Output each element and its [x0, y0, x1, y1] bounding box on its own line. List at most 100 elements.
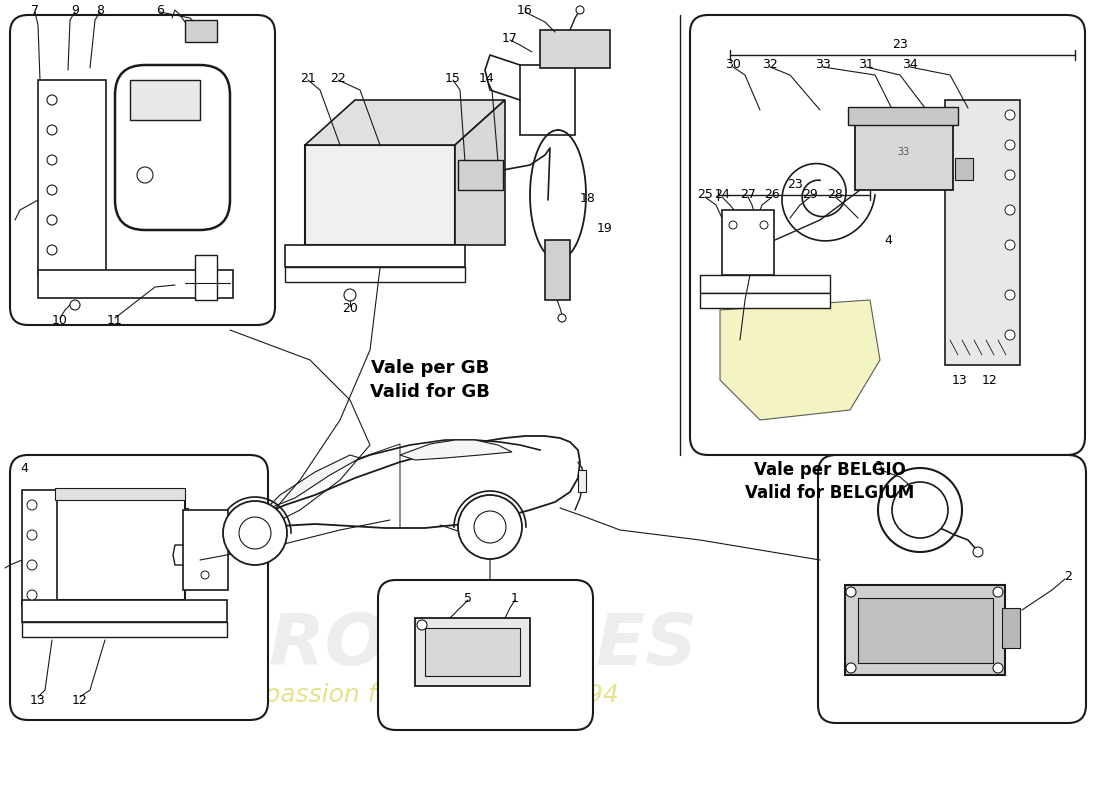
- FancyBboxPatch shape: [10, 15, 275, 325]
- Bar: [520, 65, 575, 135]
- Text: 26: 26: [764, 189, 780, 202]
- Text: 29: 29: [802, 189, 818, 202]
- Circle shape: [1005, 110, 1015, 120]
- Circle shape: [47, 245, 57, 255]
- Bar: [848, 107, 958, 125]
- Circle shape: [729, 221, 737, 229]
- Circle shape: [47, 185, 57, 195]
- Text: 3: 3: [874, 461, 882, 474]
- Bar: [578, 470, 586, 492]
- Text: 31: 31: [858, 58, 873, 71]
- Polygon shape: [265, 455, 360, 510]
- Circle shape: [223, 501, 287, 565]
- Bar: [170, 508, 188, 523]
- Bar: [425, 628, 520, 676]
- Text: 28: 28: [827, 189, 843, 202]
- Circle shape: [1005, 290, 1015, 300]
- Circle shape: [28, 530, 37, 540]
- Bar: [1002, 608, 1020, 648]
- Bar: [855, 115, 953, 190]
- Text: 23: 23: [788, 178, 803, 191]
- Circle shape: [1005, 140, 1015, 150]
- Bar: [845, 585, 1005, 675]
- Polygon shape: [305, 100, 505, 145]
- Circle shape: [993, 663, 1003, 673]
- Circle shape: [344, 289, 356, 301]
- Text: 19: 19: [597, 222, 613, 234]
- Circle shape: [892, 482, 948, 538]
- Text: 10: 10: [52, 314, 68, 326]
- Circle shape: [558, 314, 566, 322]
- Bar: [858, 598, 993, 663]
- Text: 8: 8: [96, 3, 104, 17]
- Text: 9: 9: [72, 3, 79, 17]
- Circle shape: [878, 468, 962, 552]
- Text: Valid for GB: Valid for GB: [370, 383, 490, 401]
- Text: 32: 32: [762, 58, 778, 71]
- Bar: [22, 600, 227, 622]
- Bar: [285, 267, 465, 282]
- Text: 18: 18: [580, 191, 596, 205]
- Text: a passion for parts since 1994: a passion for parts since 1994: [241, 683, 619, 707]
- Polygon shape: [455, 100, 505, 245]
- Text: 27: 27: [740, 189, 756, 202]
- Text: 24: 24: [714, 189, 730, 202]
- Bar: [700, 293, 830, 308]
- Bar: [544, 240, 570, 300]
- Polygon shape: [538, 138, 578, 252]
- Polygon shape: [400, 440, 512, 460]
- Text: 34: 34: [902, 58, 917, 71]
- Text: 33: 33: [896, 147, 909, 157]
- Text: Valid for BELGIUM: Valid for BELGIUM: [746, 484, 914, 502]
- Text: Vale per BELGIO: Vale per BELGIO: [755, 461, 906, 479]
- Circle shape: [28, 590, 37, 600]
- Text: 33: 33: [815, 58, 830, 71]
- FancyBboxPatch shape: [690, 15, 1085, 455]
- FancyBboxPatch shape: [818, 455, 1086, 723]
- Circle shape: [846, 663, 856, 673]
- Circle shape: [974, 547, 983, 557]
- Text: 15: 15: [446, 71, 461, 85]
- Text: 14: 14: [480, 71, 495, 85]
- Text: 16: 16: [517, 3, 532, 17]
- Circle shape: [47, 95, 57, 105]
- Bar: [285, 245, 465, 267]
- Text: 6: 6: [156, 3, 164, 17]
- Circle shape: [1005, 240, 1015, 250]
- Circle shape: [28, 560, 37, 570]
- Text: Vale per GB: Vale per GB: [371, 359, 490, 377]
- Text: 11: 11: [107, 314, 123, 326]
- Circle shape: [47, 125, 57, 135]
- Text: 12: 12: [982, 374, 998, 386]
- Bar: [55, 495, 185, 600]
- Bar: [22, 622, 227, 637]
- Text: 13: 13: [953, 374, 968, 386]
- Text: 5: 5: [464, 591, 472, 605]
- Bar: [458, 160, 503, 190]
- Bar: [55, 488, 185, 500]
- Circle shape: [47, 155, 57, 165]
- Bar: [415, 618, 530, 686]
- Text: 12: 12: [73, 694, 88, 706]
- Text: 2: 2: [1064, 570, 1071, 583]
- Circle shape: [138, 167, 153, 183]
- Bar: [39, 270, 233, 298]
- Text: 17: 17: [502, 31, 518, 45]
- Bar: [22, 490, 57, 605]
- Polygon shape: [720, 300, 880, 420]
- Text: 7: 7: [31, 3, 38, 17]
- Circle shape: [993, 587, 1003, 597]
- FancyBboxPatch shape: [116, 65, 230, 230]
- Circle shape: [201, 571, 209, 579]
- Circle shape: [70, 300, 80, 310]
- Circle shape: [417, 620, 427, 630]
- Circle shape: [458, 495, 522, 559]
- FancyBboxPatch shape: [10, 455, 268, 720]
- Circle shape: [576, 6, 584, 14]
- FancyBboxPatch shape: [378, 580, 593, 730]
- Bar: [722, 210, 774, 275]
- Text: 25: 25: [697, 189, 713, 202]
- Text: 1: 1: [512, 591, 519, 605]
- Circle shape: [1005, 330, 1015, 340]
- Circle shape: [846, 587, 856, 597]
